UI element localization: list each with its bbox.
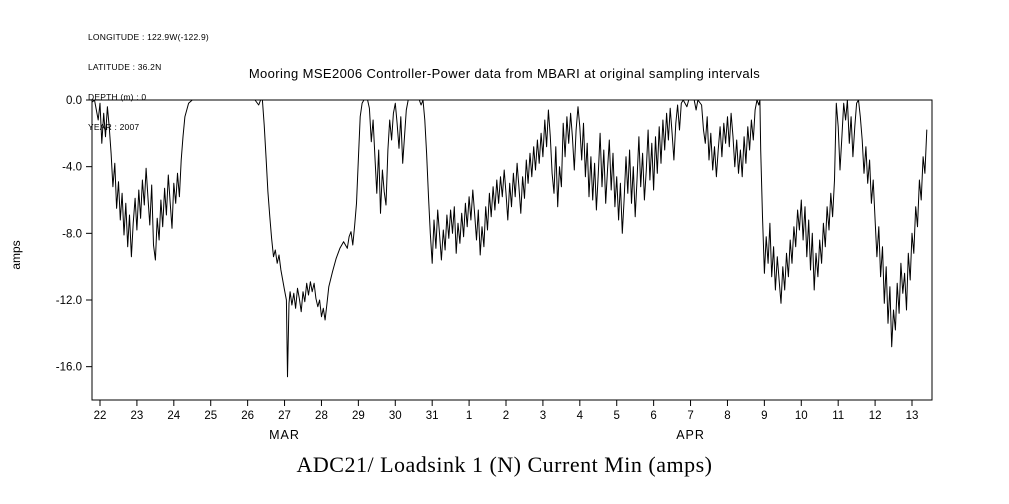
- x-tick-label: 5: [614, 410, 620, 422]
- x-tick-label: 12: [869, 410, 882, 422]
- month-label: MAR: [269, 428, 300, 442]
- metadata-depth: DEPTH (m) : 0: [88, 92, 147, 102]
- y-axis-label: amps: [9, 240, 23, 269]
- x-tick-label: 27: [278, 410, 291, 422]
- chart-title: Mooring MSE2006 Controller-Power data fr…: [248, 66, 761, 81]
- y-axis-ticks: 0.0 -4.0 -8.0 -12.0 -16.0: [56, 95, 92, 374]
- x-tick-label: 7: [687, 410, 693, 422]
- month-label: APR: [676, 428, 705, 442]
- metadata-latitude: LATITUDE : 36.2N: [88, 62, 162, 72]
- plot-box: [91, 99, 933, 401]
- x-tick-label: 1: [466, 410, 472, 422]
- x-tick-label: 4: [577, 410, 584, 422]
- y-tick-label: 0.0: [66, 95, 82, 107]
- x-tick-label: 9: [761, 410, 767, 422]
- x-tick-label: 28: [315, 410, 328, 422]
- x-tick-label: 6: [650, 410, 656, 422]
- x-tick-label: 22: [94, 410, 107, 422]
- x-tick-label: 25: [204, 410, 217, 422]
- x-tick-label: 8: [724, 410, 730, 422]
- figure-caption: ADC21/ Loadsink 1 (N) Current Min (amps): [296, 452, 713, 477]
- x-tick-label: 31: [426, 410, 439, 422]
- x-tick-label: 23: [131, 410, 144, 422]
- y-tick-label: -16.0: [56, 362, 82, 374]
- x-tick-label: 29: [352, 410, 365, 422]
- y-tick-label: -8.0: [62, 228, 82, 240]
- y-tick-label: -4.0: [62, 162, 82, 174]
- x-tick-label: 3: [540, 410, 546, 422]
- x-tick-label: 30: [389, 410, 402, 422]
- metadata-block: LONGITUDE : 122.9W(-122.9) LATITUDE : 36…: [88, 12, 209, 152]
- metadata-year: YEAR : 2007: [88, 122, 140, 132]
- x-axis-ticks: 22 23 24 25 26 27 28 29 30 31 1 2 3 4 5 6 7 8 9 10 11 12 13: [94, 400, 919, 422]
- data-line: [92, 99, 928, 378]
- x-tick-label: 13: [906, 410, 919, 422]
- x-tick-label: 2: [503, 410, 509, 422]
- x-tick-label: 11: [832, 410, 844, 422]
- x-tick-label: 26: [241, 410, 254, 422]
- y-tick-label: -12.0: [56, 295, 82, 307]
- x-tick-label: 10: [795, 410, 808, 422]
- x-tick-label: 24: [167, 410, 180, 422]
- x-axis-month-labels: MAR APR: [269, 428, 705, 442]
- metadata-longitude: LONGITUDE : 122.9W(-122.9): [88, 32, 209, 42]
